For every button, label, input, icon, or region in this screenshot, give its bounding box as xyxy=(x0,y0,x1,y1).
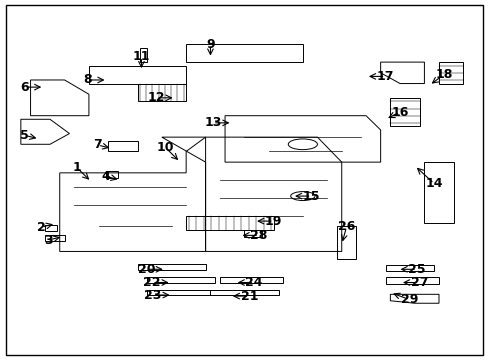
Text: 16: 16 xyxy=(390,105,408,119)
Text: 5: 5 xyxy=(20,129,29,142)
Text: 25: 25 xyxy=(407,263,425,276)
Text: 15: 15 xyxy=(302,190,320,203)
Text: 29: 29 xyxy=(400,293,418,306)
Text: 4: 4 xyxy=(102,170,110,183)
Text: 3: 3 xyxy=(44,234,53,247)
Text: 24: 24 xyxy=(245,276,263,289)
Text: 23: 23 xyxy=(144,288,162,302)
Text: 19: 19 xyxy=(264,215,282,228)
Text: 6: 6 xyxy=(20,81,29,94)
Text: 17: 17 xyxy=(376,70,393,83)
Text: 28: 28 xyxy=(250,229,267,242)
Text: 21: 21 xyxy=(240,289,258,303)
Text: 27: 27 xyxy=(410,276,427,289)
Text: 22: 22 xyxy=(143,276,161,289)
Text: 12: 12 xyxy=(147,91,164,104)
Text: 9: 9 xyxy=(206,38,214,51)
Text: 20: 20 xyxy=(137,263,155,276)
Text: 7: 7 xyxy=(93,139,102,152)
Text: 8: 8 xyxy=(83,73,92,86)
Text: 26: 26 xyxy=(337,220,355,233)
Text: 11: 11 xyxy=(132,50,150,63)
Text: 13: 13 xyxy=(204,116,221,129)
Text: 1: 1 xyxy=(72,161,81,174)
Text: 2: 2 xyxy=(37,221,45,234)
Text: 18: 18 xyxy=(434,68,451,81)
Text: 10: 10 xyxy=(157,141,174,154)
Text: 14: 14 xyxy=(425,177,442,190)
